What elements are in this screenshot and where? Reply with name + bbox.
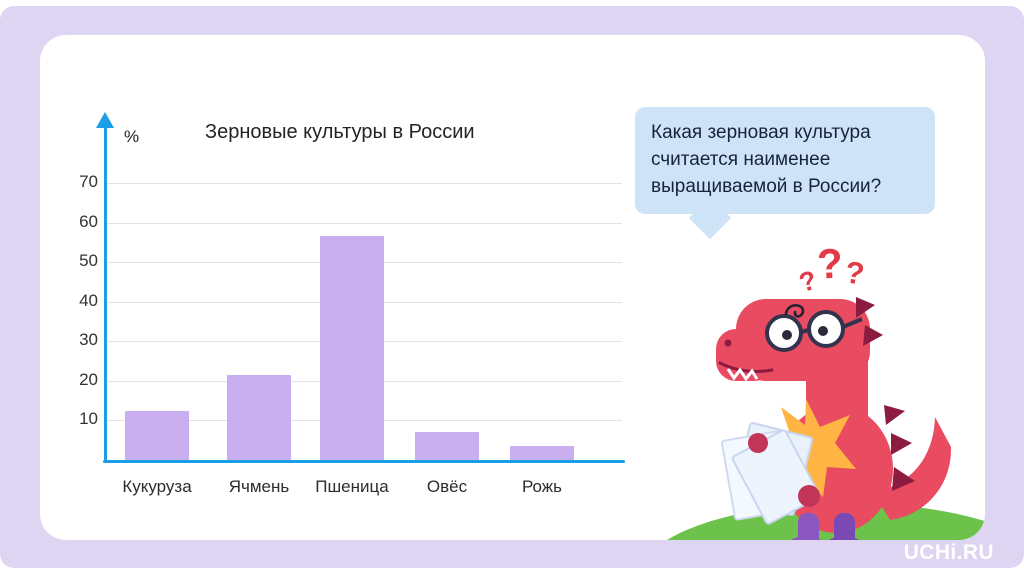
- chart-bar: [227, 374, 291, 460]
- x-category-label: Рожь: [521, 477, 563, 496]
- x-category-label: Пшеница: [315, 477, 389, 496]
- y-axis-arrow-icon: [96, 112, 114, 128]
- uchi-ru-logo[interactable]: UCHi.RU: [903, 541, 994, 564]
- question-mark-glyph: ?: [815, 239, 843, 288]
- chart-title: Зерновые культуры в России: [205, 121, 475, 143]
- y-axis-line: [104, 127, 107, 463]
- y-tick-label: 70: [79, 172, 98, 191]
- bar-chart: Зерновые культуры в России % 10 20 30 40 50 6…: [60, 95, 645, 525]
- chart-bar: [125, 410, 189, 460]
- dino-character-illustration: [716, 297, 952, 540]
- chart-bar: [510, 446, 574, 460]
- x-category-label: Овёс: [426, 477, 468, 496]
- y-axis-unit-label: %: [124, 127, 140, 146]
- chart-bar: [415, 432, 479, 460]
- y-tick-label: 10: [79, 409, 98, 429]
- confusion-squiggle-icon: [784, 304, 805, 318]
- x-category-label: Ячмень: [228, 477, 290, 496]
- question-marks: ???: [796, 237, 867, 298]
- gridline: [106, 222, 622, 224]
- chart-bar: [320, 236, 384, 460]
- question-speech-bubble: Какая зерновая культура считается наимен…: [635, 107, 935, 214]
- y-tick-label: 50: [79, 251, 98, 271]
- content-card: Зерновые культуры в России % 10 20 30 40 50 6…: [40, 35, 985, 540]
- x-category-label: Кукуруза: [122, 477, 192, 496]
- gridline: [106, 183, 622, 184]
- x-axis-line: [103, 460, 625, 463]
- y-tick-label: 60: [79, 211, 98, 231]
- y-tick-label: 30: [79, 330, 98, 350]
- y-tick-label: 20: [79, 369, 98, 389]
- y-tick-label: 40: [79, 290, 98, 310]
